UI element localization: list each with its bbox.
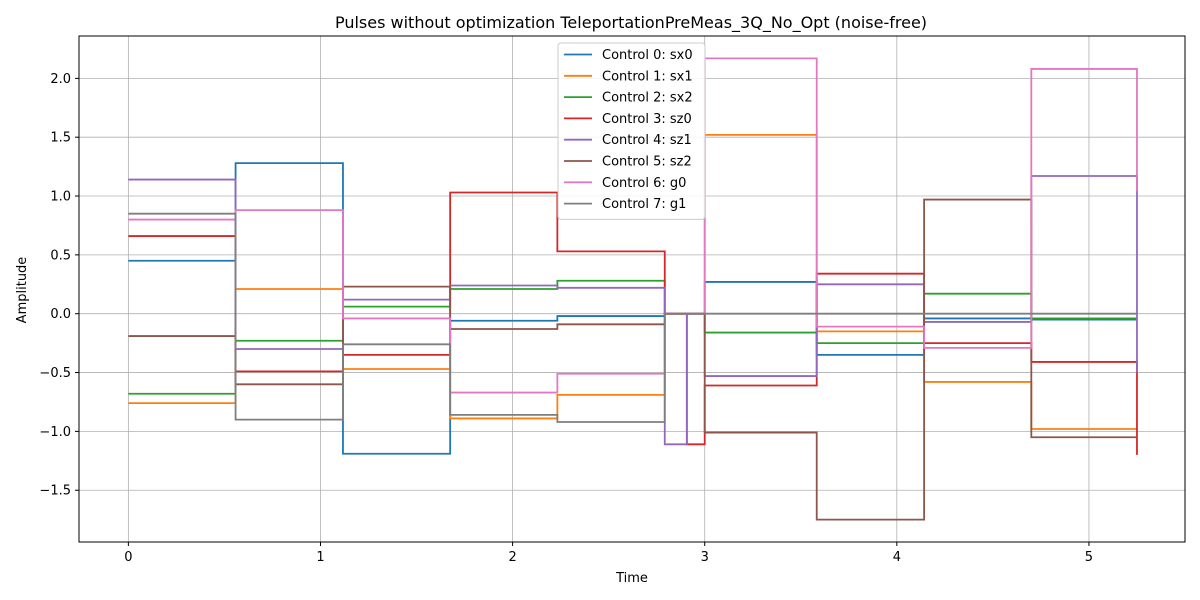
y-axis-label: Amplitude [15, 257, 30, 324]
y-tick-label: 0.5 [50, 248, 71, 263]
series-group [128, 57, 1138, 521]
legend-label-control-3: Control 3: sz0 [602, 112, 692, 127]
legend-label-control-0: Control 0: sx0 [602, 48, 693, 63]
x-tick-label: 2 [508, 550, 516, 565]
legend-label-control-7: Control 7: g1 [602, 197, 686, 212]
y-tick-label: 1.0 [50, 190, 71, 205]
axis-ticks: 0 1 2 3 4 5 −1.5 −1.0 −0.5 0.0 0.5 1.0 1.5 2.0 [39, 72, 1093, 565]
y-tick-label: −1.5 [39, 484, 71, 499]
y-tick-label: 2.0 [50, 72, 71, 87]
x-tick-label: 1 [316, 550, 324, 565]
legend: Control 0: sx0 Control 1: sx1 Control 2: s… [557, 42, 706, 220]
legend-label-control-6: Control 6: g0 [602, 176, 686, 191]
series-line-control-7 [128, 212, 1137, 423]
legend-box [557, 42, 706, 220]
chart-title: Pulses without optimization Teleportatio… [335, 13, 927, 33]
x-tick-label: 4 [893, 550, 901, 565]
x-tick-label: 3 [701, 550, 709, 565]
y-tick-label: 0.0 [50, 307, 71, 322]
legend-label-control-1: Control 1: sx1 [602, 69, 693, 84]
legend-label-control-5: Control 5: sz2 [602, 155, 692, 170]
y-tick-label: −1.0 [39, 425, 71, 440]
x-tick-label: 0 [124, 550, 132, 565]
x-axis-label: Time [615, 571, 648, 586]
x-tick-label: 5 [1085, 550, 1093, 565]
y-tick-label: 1.5 [50, 131, 71, 146]
y-tick-label: −0.5 [39, 366, 71, 381]
legend-label-control-2: Control 2: sx2 [602, 91, 693, 106]
plot-area-frame [78, 35, 1186, 543]
legend-label-control-4: Control 4: sz1 [602, 133, 692, 148]
